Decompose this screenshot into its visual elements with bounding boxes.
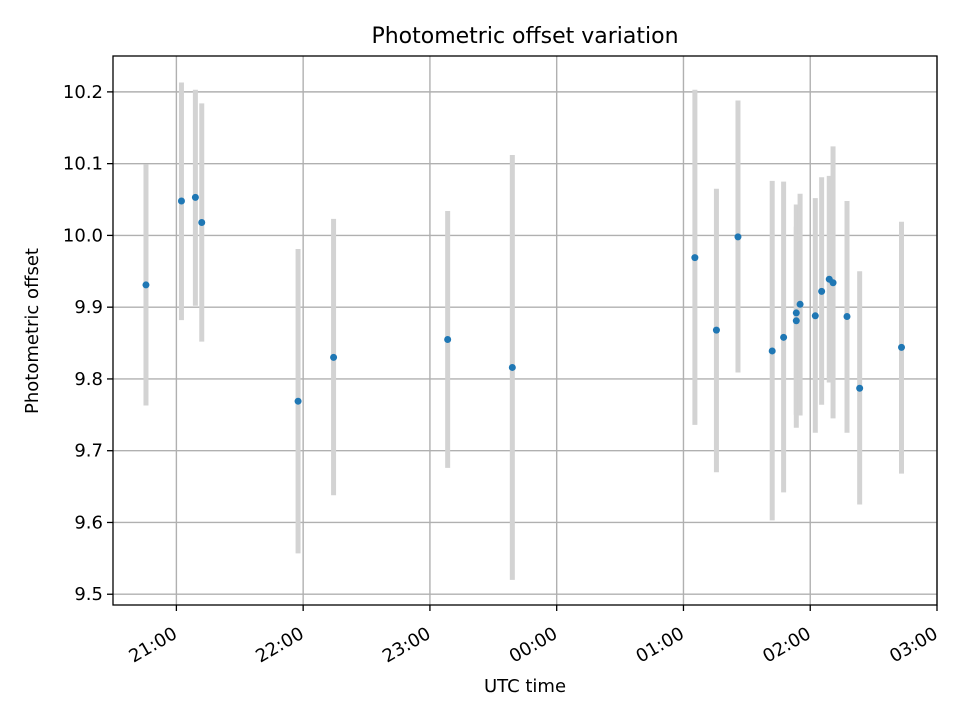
data-point bbox=[712, 326, 720, 334]
plot-area-frame bbox=[112, 55, 938, 606]
y-tick-label: 10.0 bbox=[63, 225, 103, 246]
y-tick-label: 10.2 bbox=[63, 82, 103, 103]
data-point bbox=[691, 254, 699, 262]
x-axis-title: UTC time bbox=[484, 676, 566, 697]
data-points bbox=[142, 193, 906, 405]
data-point bbox=[191, 193, 199, 201]
y-axis-ticks: 9.5 9.6 9.7 9.8 9.9 10.0 10.1 10.2 bbox=[63, 82, 113, 605]
data-point bbox=[768, 347, 776, 355]
data-point bbox=[811, 312, 819, 320]
y-tick-label: 9.8 bbox=[74, 369, 103, 390]
data-point bbox=[330, 353, 338, 361]
y-tick-label: 10.1 bbox=[63, 154, 103, 175]
data-point bbox=[796, 300, 804, 308]
data-point bbox=[792, 317, 800, 325]
data-point bbox=[843, 313, 851, 321]
data-point bbox=[142, 281, 150, 289]
data-point bbox=[508, 363, 516, 371]
data-point bbox=[818, 287, 826, 295]
y-tick-label: 9.7 bbox=[74, 441, 103, 462]
data-point bbox=[780, 333, 788, 341]
y-axis-title: Photometric offset bbox=[22, 248, 43, 414]
y-tick-label: 9.9 bbox=[74, 297, 103, 318]
data-point bbox=[734, 233, 742, 241]
data-point bbox=[198, 218, 206, 226]
data-point bbox=[856, 384, 864, 392]
y-tick-label: 9.5 bbox=[74, 584, 103, 605]
y-tick-label: 9.6 bbox=[74, 512, 103, 533]
data-point bbox=[294, 397, 302, 405]
data-point bbox=[829, 279, 837, 287]
chart-title: Photometric offset variation bbox=[371, 24, 678, 49]
data-point bbox=[444, 335, 452, 343]
data-point bbox=[177, 197, 185, 205]
data-point bbox=[898, 343, 906, 351]
data-point bbox=[792, 309, 800, 317]
